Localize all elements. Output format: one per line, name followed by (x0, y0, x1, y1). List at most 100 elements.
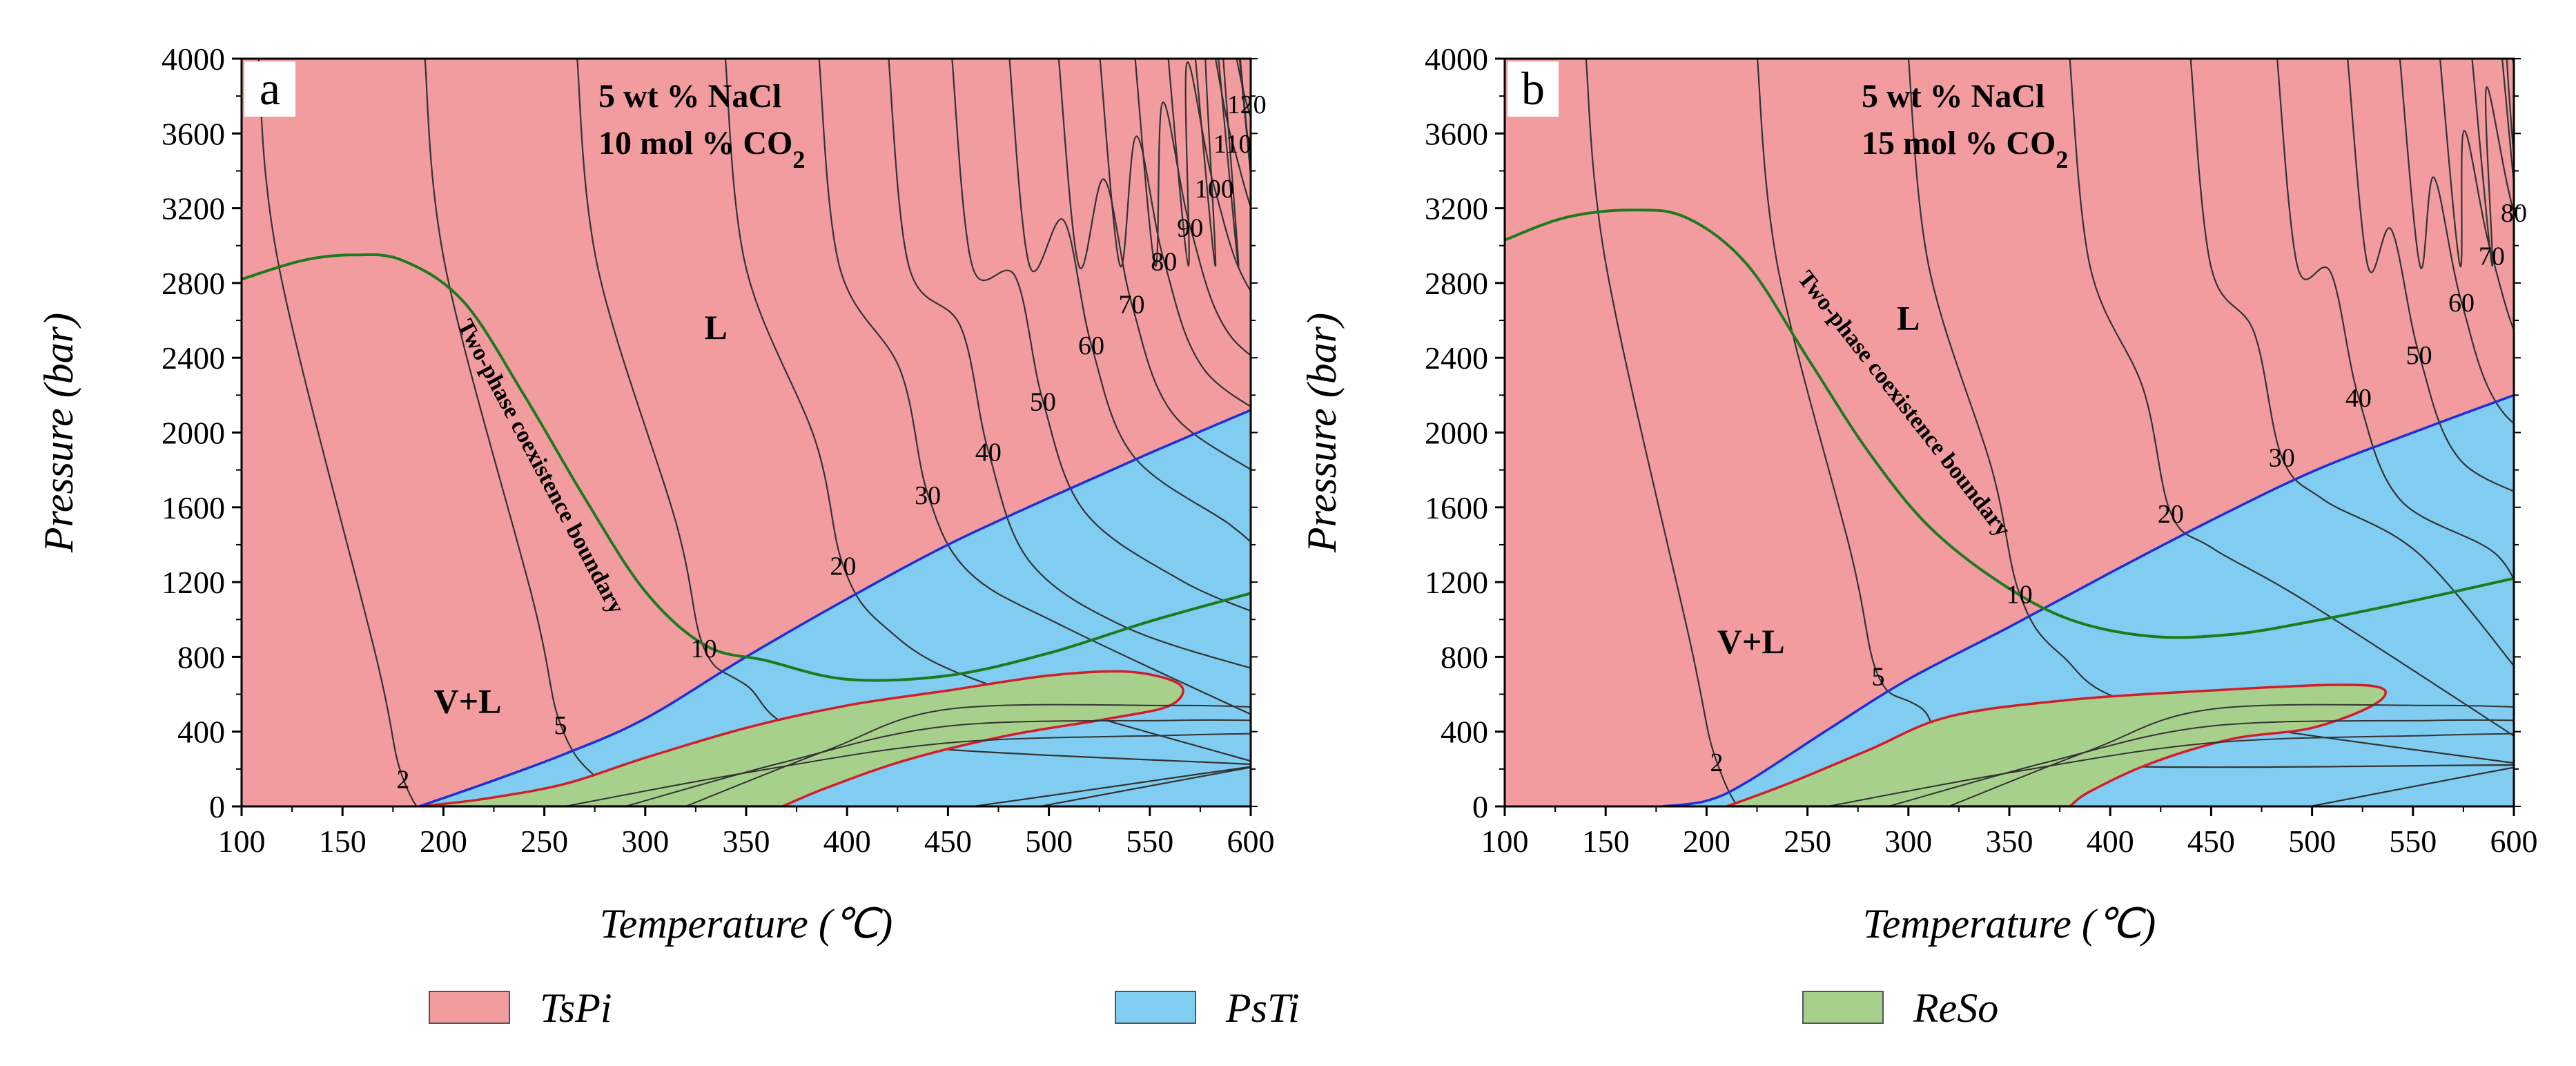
y-tick-label: 0 (209, 789, 225, 824)
condition-nacl: 5 wt % NaCl (1862, 78, 2045, 115)
plot-area (242, 59, 1251, 806)
contour-label: 80 (1151, 247, 1177, 276)
x-tick-label: 250 (1784, 824, 1831, 859)
reso-region (1726, 684, 2387, 806)
x-tick-label: 150 (1582, 824, 1630, 859)
x-tick-label: 100 (218, 824, 266, 859)
x-tick-label: 300 (621, 824, 669, 859)
reso-contour-line (1948, 704, 2514, 806)
contour-line (1218, 59, 1251, 267)
y-tick-label: 4000 (1425, 41, 1488, 77)
y-tick-label: 2800 (162, 266, 225, 301)
y-tick-label: 3200 (1425, 191, 1488, 226)
contour-label: 60 (1078, 331, 1104, 360)
x-tick-label: 150 (319, 824, 367, 859)
x-tick-label: 250 (520, 824, 568, 859)
condition-co2: 10 mol % CO2 (598, 125, 805, 173)
region-label-vapor-liquid: V+L (1717, 622, 1785, 661)
x-tick-label: 450 (924, 824, 972, 859)
x-axis-title: Temperature (℃) (1863, 901, 2156, 947)
x-tick-label: 350 (1986, 824, 2033, 859)
pt-line (418, 409, 1251, 806)
contour-label: 5 (554, 711, 567, 740)
reso-contour-line (564, 733, 1251, 806)
contour-label: 20 (830, 552, 856, 581)
panel-letter-box (1507, 61, 1559, 117)
x-tick-label: 100 (1481, 824, 1529, 859)
x-tick-label: 450 (2187, 824, 2235, 859)
contour-label: 50 (2406, 341, 2432, 370)
contour-label: 30 (2269, 444, 2295, 473)
contour-label: 70 (1118, 291, 1144, 320)
two-phase-boundary (242, 253, 1251, 682)
y-tick-label: 1200 (162, 565, 225, 600)
legend-swatch (1115, 991, 1196, 1024)
legend-swatch (429, 991, 510, 1024)
contour-line (1134, 59, 1251, 356)
contour-label: 40 (975, 438, 1002, 467)
y-tick-label: 3200 (162, 191, 225, 226)
y-tick-label: 2400 (162, 340, 225, 376)
panel-letter: a (260, 62, 280, 115)
contour-line (1099, 59, 1251, 408)
contour-label: 90 (1177, 214, 1203, 243)
two-phase-boundary (1505, 209, 2514, 639)
contour-line (1756, 59, 2514, 768)
panel-letter: b (1521, 62, 1545, 115)
reso-contour-line (625, 719, 1251, 806)
x-tick-label: 550 (2389, 824, 2437, 859)
x-tick-label: 400 (823, 824, 871, 859)
contour-line (2523, 0, 2576, 304)
contour-label: 30 (915, 481, 941, 510)
x-tick-label: 200 (1683, 824, 1730, 859)
y-tick-label: 2000 (162, 416, 225, 451)
x-axis-title: Temperature (℃) (600, 901, 893, 947)
x-tick-label: 200 (420, 824, 467, 859)
contour-label: 110 (1213, 130, 1252, 159)
legend: TsPi PsTi ReSo (429, 985, 1998, 1031)
pt-line (1661, 394, 2514, 806)
y-axis-title: Pressure (bar) (1299, 313, 1345, 553)
y-tick-label: 2400 (1425, 340, 1488, 376)
contour-label: 60 (2448, 289, 2475, 318)
y-tick-label: 800 (177, 639, 225, 675)
y-tick-label: 800 (1441, 639, 1488, 675)
x-tick-label: 500 (2288, 824, 2336, 859)
contour-line (424, 59, 1251, 806)
contour-label: 10 (2007, 580, 2033, 609)
x-tick-label: 350 (723, 824, 770, 859)
contour-line (2347, 59, 2514, 492)
contour-label: 120 (1227, 90, 1267, 119)
legend-label: ReSo (1913, 985, 1998, 1031)
reso-region (419, 670, 1184, 806)
y-tick-label: 400 (1441, 715, 1488, 750)
contour-line (1167, 59, 1251, 293)
reso-contour-line (1827, 733, 2514, 806)
plot-area (1505, 0, 2576, 806)
x-tick-label: 400 (2087, 824, 2134, 859)
y-tick-label: 3600 (162, 116, 225, 151)
contour-line (2069, 59, 2514, 737)
contour-line (2399, 59, 2514, 425)
y-tick-label: 0 (1472, 789, 1488, 824)
x-tick-label: 600 (2490, 824, 2538, 859)
legend-label: TsPi (540, 985, 612, 1031)
contour-label: 5 (1871, 662, 1884, 691)
contour-line (2471, 59, 2514, 267)
y-tick-label: 2000 (1425, 416, 1488, 451)
reso-contour-line (685, 704, 1251, 806)
contour-line (818, 59, 1251, 715)
contour-line (951, 59, 1251, 612)
reso-contour-line (1888, 719, 2514, 806)
x-tick-label: 550 (1126, 824, 1173, 859)
condition-co2: 15 mol % CO2 (1862, 125, 2068, 173)
y-tick-label: 3600 (1425, 116, 1488, 151)
contour-label: 2 (1710, 748, 1724, 777)
condition-nacl: 5 wt % NaCl (598, 78, 781, 115)
y-tick-label: 4000 (162, 41, 225, 77)
region-label-liquid: L (704, 308, 727, 347)
legend-label: PsTi (1225, 985, 1300, 1031)
panel-letter-box (244, 61, 295, 117)
